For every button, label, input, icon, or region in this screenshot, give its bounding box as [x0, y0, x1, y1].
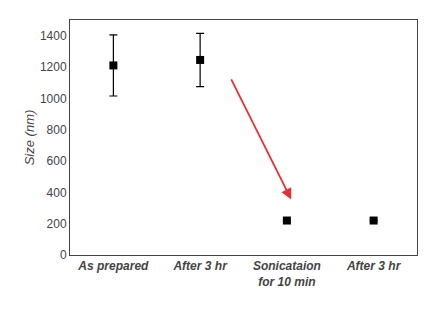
svg-text:400: 400 [47, 186, 67, 200]
svg-text:1200: 1200 [40, 60, 67, 74]
svg-text:1400: 1400 [40, 29, 67, 43]
svg-text:200: 200 [47, 217, 67, 231]
svg-text:Sonicataionfor 10 min: Sonicataionfor 10 min [253, 259, 321, 289]
svg-text:600: 600 [47, 154, 67, 168]
svg-text:1000: 1000 [40, 92, 67, 106]
svg-text:As prepared: As prepared [77, 259, 149, 273]
svg-text:After 3 hr: After 3 hr [346, 259, 402, 273]
svg-text:0: 0 [60, 248, 67, 262]
svg-text:800: 800 [47, 123, 67, 137]
svg-text:After 3 hr: After 3 hr [172, 259, 228, 273]
svg-text:Size (nm): Size (nm) [22, 110, 37, 166]
